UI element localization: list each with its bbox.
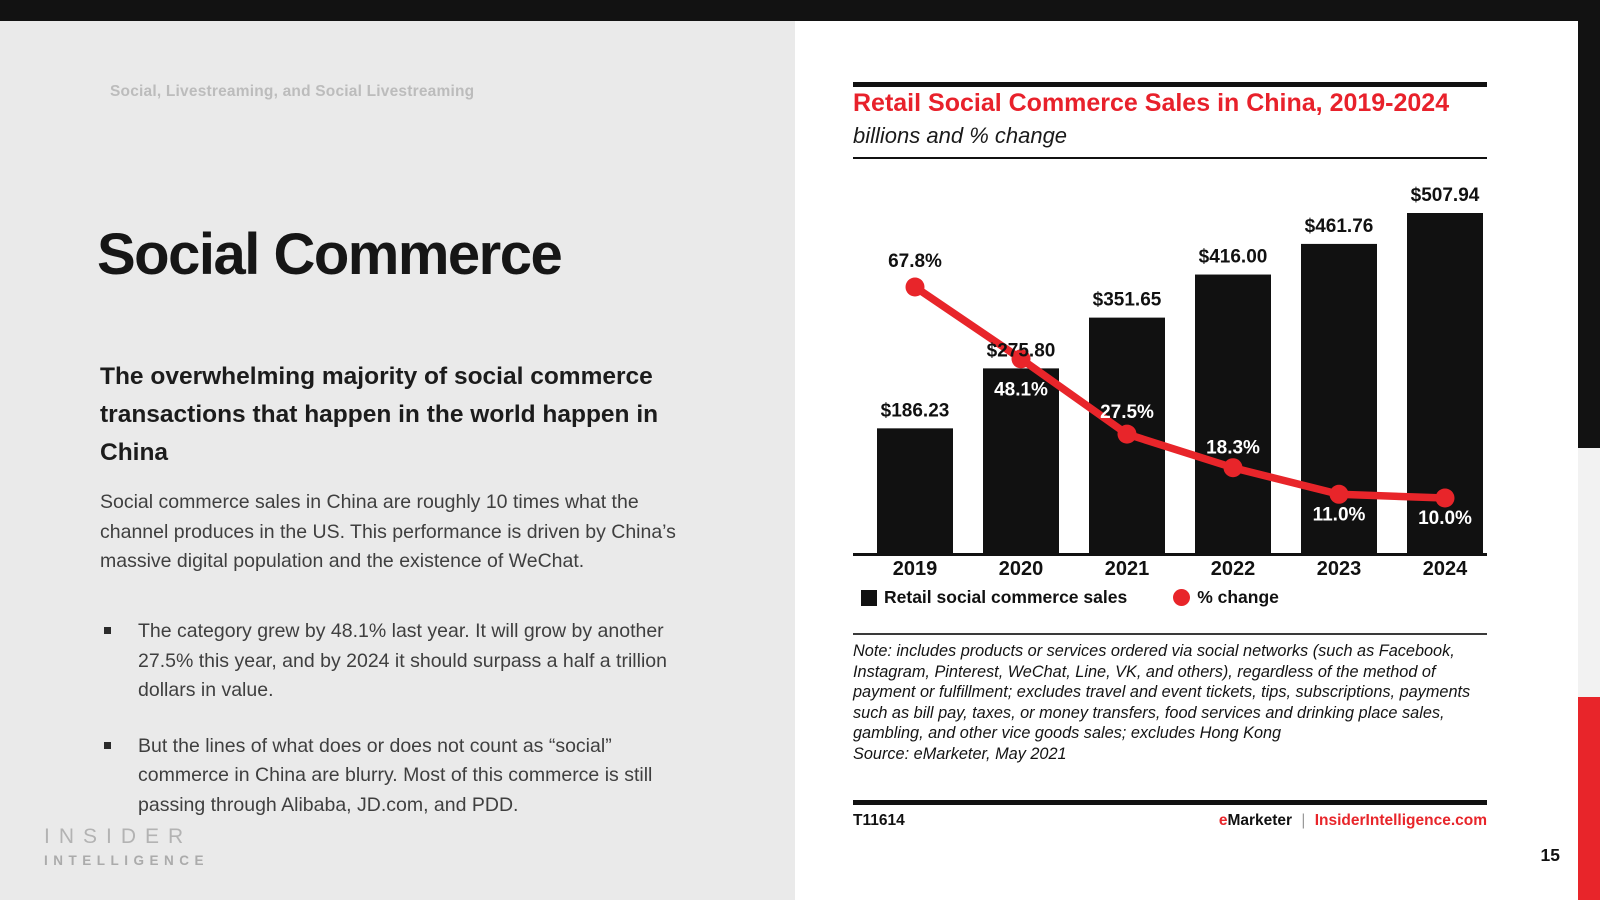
legend-item-sales: Retail social commerce sales bbox=[861, 587, 1127, 608]
chart-bottom-rule bbox=[853, 800, 1487, 805]
pct-change-label: 67.8% bbox=[888, 251, 942, 272]
bar-value-label: $275.80 bbox=[987, 340, 1056, 361]
chart-title: Retail Social Commerce Sales in China, 2… bbox=[853, 89, 1450, 117]
bar-2019 bbox=[877, 428, 953, 553]
pct-marker-2024 bbox=[1435, 488, 1455, 508]
bar-value-label: $461.76 bbox=[1305, 216, 1374, 237]
x-axis-year-label: 2019 bbox=[893, 558, 938, 580]
legend-square-swatch-icon bbox=[861, 589, 877, 606]
pct-marker-2020 bbox=[1011, 349, 1031, 369]
chart-note: Note: includes products or services orde… bbox=[853, 642, 1471, 742]
chart-footer: T11614 eMarketer | InsiderIntelligence.c… bbox=[853, 812, 1487, 830]
body-paragraph: Social commerce sales in China are rough… bbox=[100, 491, 676, 572]
text-panel: Social, Livestreaming, and Social Livest… bbox=[0, 21, 795, 900]
chart-legend: Retail social commerce sales % change bbox=[861, 587, 1279, 608]
chart-panel: Retail Social Commerce Sales in China, 2… bbox=[795, 21, 1578, 900]
bar-value-label: $507.94 bbox=[1411, 185, 1480, 206]
bar-2020 bbox=[983, 368, 1059, 553]
x-axis-year-label: 2020 bbox=[999, 558, 1044, 580]
legend-item-pct-change: % change bbox=[1173, 587, 1279, 608]
note-divider bbox=[853, 633, 1487, 635]
chart-id: T11614 bbox=[853, 812, 905, 829]
pct-marker-2019 bbox=[905, 277, 925, 297]
logo-line-intelligence: INTELLIGENCE bbox=[44, 853, 210, 868]
pct-marker-2021 bbox=[1117, 424, 1137, 444]
x-axis-year-label: 2024 bbox=[1423, 558, 1468, 580]
pct-change-label: 18.3% bbox=[1206, 438, 1260, 459]
legend-label: Retail social commerce sales bbox=[884, 587, 1128, 607]
section-eyebrow: Social, Livestreaming, and Social Livest… bbox=[110, 83, 475, 100]
bar-value-label: $351.65 bbox=[1093, 290, 1162, 311]
brand-line: eMarketer | InsiderIntelligence.com bbox=[1219, 812, 1487, 830]
bullet-text: But the lines of what does or does not c… bbox=[138, 734, 653, 816]
page-title: Social Commerce bbox=[97, 222, 563, 287]
bar-value-label: $416.00 bbox=[1199, 247, 1268, 268]
right-edge-gray-strip bbox=[1578, 448, 1600, 697]
brand-site-link[interactable]: InsiderIntelligence.com bbox=[1314, 812, 1487, 829]
bullet-list: The category grew by 48.1% last year. It… bbox=[100, 617, 680, 846]
logo-line-insider: INSIDER bbox=[44, 825, 193, 848]
chart-note-block: Note: includes products or services orde… bbox=[853, 641, 1489, 764]
brand-emarketer: Marketer bbox=[1227, 812, 1293, 829]
bar-line-chart: $186.23 $275.80 $351.65 $416.00 $461.76 $507.… bbox=[853, 185, 1487, 580]
legend-label: % change bbox=[1197, 587, 1279, 607]
key-statement: The overwhelming majority of social comm… bbox=[100, 363, 659, 466]
pct-change-label: 10.0% bbox=[1418, 508, 1472, 529]
x-axis-line bbox=[853, 553, 1487, 556]
pct-marker-2022 bbox=[1223, 458, 1243, 478]
legend-dot-swatch-icon bbox=[1173, 589, 1191, 606]
chart-source: Source: eMarketer, May 2021 bbox=[853, 744, 1067, 763]
right-edge-black-strip bbox=[1578, 0, 1600, 448]
insider-intelligence-logo: INSIDER INTELLIGENCE bbox=[44, 825, 209, 868]
pct-marker-2023 bbox=[1329, 484, 1349, 504]
bar-2022 bbox=[1195, 274, 1271, 553]
x-axis-year-label: 2021 bbox=[1105, 558, 1150, 580]
pct-change-label: 11.0% bbox=[1313, 504, 1366, 525]
right-edge-red-strip bbox=[1578, 697, 1600, 900]
pct-change-label: 27.5% bbox=[1100, 402, 1154, 423]
bullet-item: But the lines of what does or does not c… bbox=[100, 732, 680, 821]
brand-emarketer-e: e bbox=[1218, 812, 1228, 829]
chart-subtitle: billions and % change bbox=[853, 123, 1068, 148]
bullet-square-icon bbox=[104, 627, 111, 634]
bullet-square-icon bbox=[104, 741, 111, 749]
x-axis-year-label: 2023 bbox=[1317, 558, 1362, 580]
chart-title-rule bbox=[853, 157, 1487, 159]
page-number: 15 bbox=[1540, 845, 1560, 865]
bullet-text: The category grew by 48.1% last year. It… bbox=[138, 620, 667, 701]
pct-change-line bbox=[911, 283, 1449, 502]
bullet-item: The category grew by 48.1% last year. It… bbox=[100, 617, 680, 706]
bar-value-label: $186.23 bbox=[881, 400, 950, 421]
pct-change-label: 48.1% bbox=[994, 379, 1048, 400]
x-axis-year-label: 2022 bbox=[1211, 558, 1256, 580]
top-black-bar bbox=[0, 0, 1600, 21]
chart-top-rule bbox=[853, 82, 1487, 87]
brand-separator: | bbox=[1301, 812, 1306, 829]
